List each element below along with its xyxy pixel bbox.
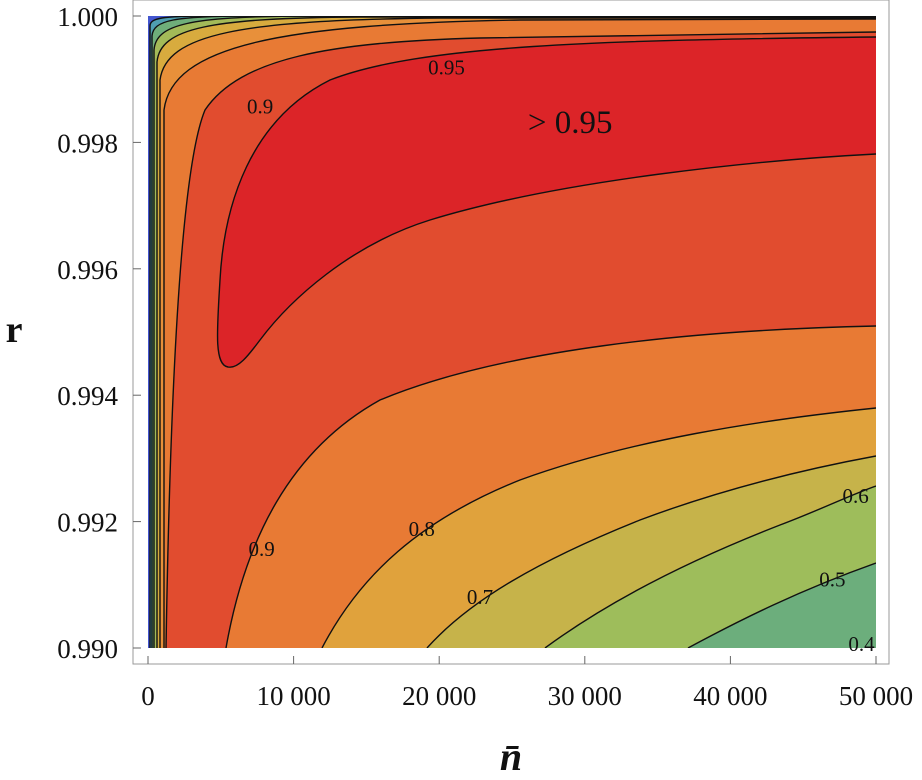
contour-line-low-3 xyxy=(153,16,876,648)
y-tick-label: 0.992 xyxy=(57,508,118,538)
contour-line-low-5 xyxy=(159,17,876,648)
region-label: > 0.95 xyxy=(528,105,613,141)
contour-labels: 0.95 0.9 0.9 0.8 0.7 0.6 0.5 0.4 xyxy=(247,56,875,656)
contour-line-0.8-top xyxy=(163,18,876,648)
y-tick-label: 0.994 xyxy=(57,381,118,411)
region-above-0.95 xyxy=(217,37,876,368)
x-tick-label: 30 000 xyxy=(548,681,622,711)
y-axis-title: r xyxy=(6,309,23,351)
contour-label: 0.8 xyxy=(409,517,435,541)
x-axis-ticks: 0 10 000 20 000 30 000 40 000 50 000 xyxy=(141,656,913,711)
x-tick-label: 50 000 xyxy=(839,681,913,711)
y-tick-label: 0.990 xyxy=(57,634,118,664)
contour-label: 0.9 xyxy=(247,95,273,119)
y-tick-label: 1.000 xyxy=(57,2,118,32)
contour-lines xyxy=(149,16,876,648)
x-tick-label: 10 000 xyxy=(256,681,330,711)
contour-label: 0.7 xyxy=(467,585,493,609)
contour-label: 0.95 xyxy=(428,56,465,80)
contour-line-0.5 xyxy=(687,562,876,648)
contour-regions xyxy=(148,16,876,648)
contour-line-0.95 xyxy=(216,36,876,368)
x-tick-label: 0 xyxy=(141,681,155,711)
contour-line-low-2 xyxy=(151,16,876,648)
contour-line-0.9-top xyxy=(165,31,876,648)
contour-label: 0.4 xyxy=(848,632,875,656)
contour-line-0.8-bottom xyxy=(321,407,876,648)
band-0.4-0.5 xyxy=(688,563,876,648)
plot-frame xyxy=(132,0,890,665)
x-tick-label: 20 000 xyxy=(402,681,476,711)
contour-line-low-4 xyxy=(156,16,876,648)
contour-line-low-1 xyxy=(149,16,876,648)
contour-line-0.7 xyxy=(426,455,876,648)
contour-line-0.6 xyxy=(544,485,876,648)
x-axis-title: n̄ xyxy=(500,734,522,779)
y-axis-ticks: 0.990 0.992 0.994 0.996 0.998 1.000 xyxy=(57,2,141,664)
y-tick-label: 0.996 xyxy=(57,255,118,285)
contour-label: 0.6 xyxy=(842,484,868,508)
x-tick-label: 40 000 xyxy=(693,681,767,711)
contour-label: 0.5 xyxy=(819,567,845,591)
contour-label: 0.9 xyxy=(248,537,274,561)
contour-line-0.9-bottom xyxy=(225,325,876,648)
y-tick-label: 0.998 xyxy=(57,128,118,158)
